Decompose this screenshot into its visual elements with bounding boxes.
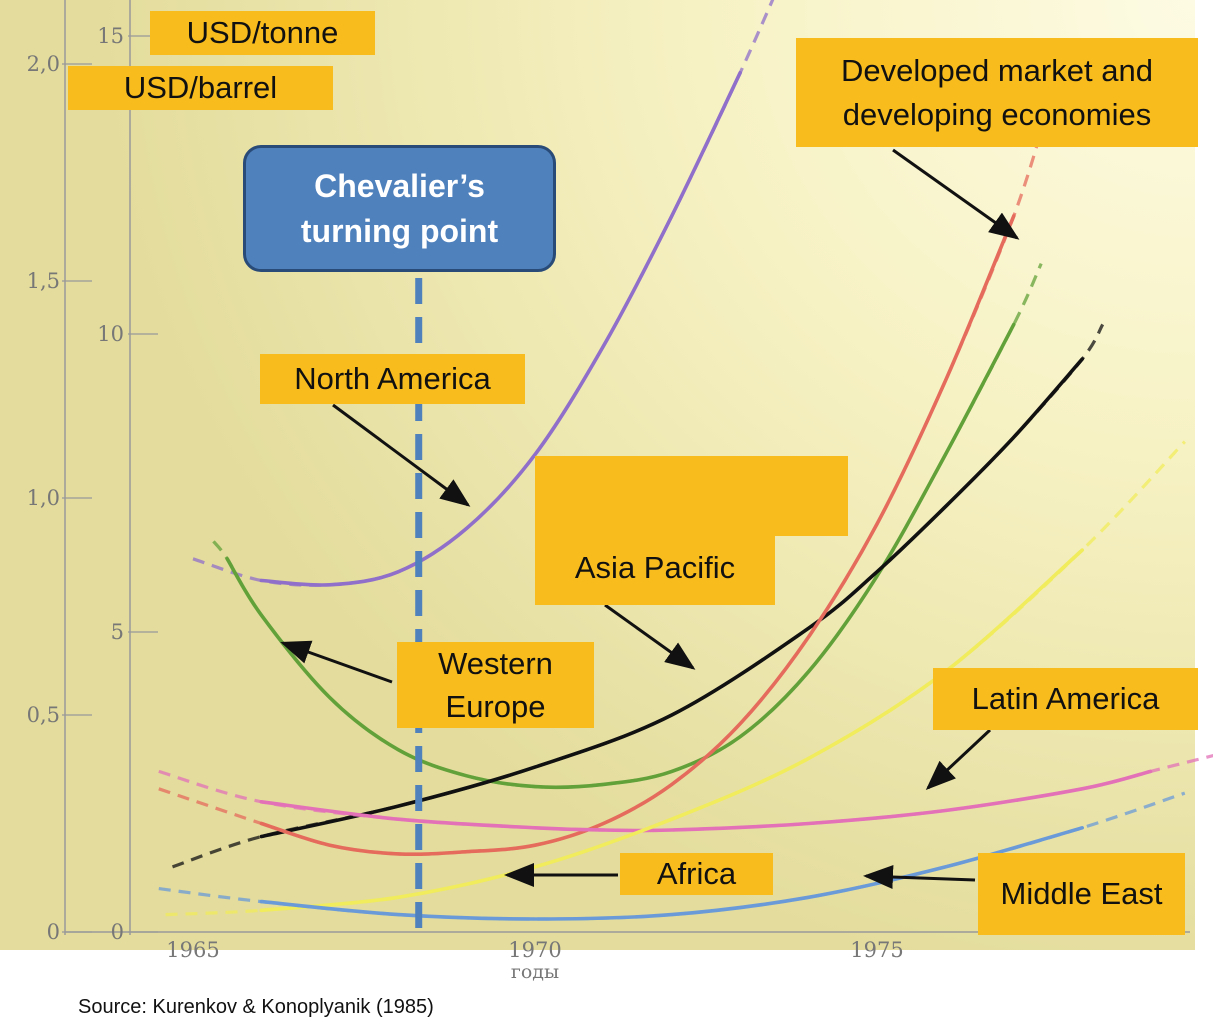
- y-tick-label-left: 2,0: [27, 52, 60, 76]
- label-box-asia-top: [535, 456, 848, 536]
- series-line-asia-pacific: [259, 357, 1084, 839]
- x-tick-label: 1970: [508, 938, 561, 962]
- label-usd-barrel: USD/barrel: [68, 66, 333, 110]
- label-middle-east: Middle East: [978, 853, 1185, 935]
- y-tick-label-right: 10: [97, 322, 124, 346]
- annotation-arrows: [280, 148, 1020, 889]
- y-tick-label-left: 1,5: [27, 269, 60, 293]
- x-axis-label: годы: [511, 961, 559, 983]
- label-north-america: North America: [260, 354, 525, 404]
- arrow-latin-america: [925, 728, 992, 791]
- label-asia-pacific: Asia Pacific: [535, 530, 775, 605]
- label-western-europe: Western Europe: [397, 642, 594, 728]
- turning-point-line1: Chevalier’s: [314, 167, 485, 204]
- arrow-western-europe: [280, 640, 393, 684]
- developed-line2: developing economies: [842, 96, 1152, 132]
- arrow-developed: [892, 148, 1020, 240]
- series-line-north-america: [259, 70, 742, 587]
- label-africa: Africa: [620, 853, 773, 895]
- source-citation: Source: Kurenkov & Konoplyanik (1985): [78, 996, 434, 1018]
- axis-ticks: 0 0,5 1,0 1,5 2,0 0 5 10 15 1965 1970 1975 годы: [27, 24, 904, 983]
- developed-line1: Developed market and: [841, 53, 1153, 89]
- label-developed-markets: Developed market and developing economie…: [796, 38, 1198, 147]
- turning-point-box: Chevalier’s turning point: [243, 145, 556, 272]
- series-line-western-europe: [225, 322, 1016, 790]
- series-line-latin-america: [259, 769, 1153, 833]
- series-line-developed-market-and-developing-economies: [259, 214, 1016, 857]
- arrow-middle-east: [863, 864, 976, 889]
- western-europe-line2: Europe: [445, 689, 546, 724]
- y-tick-label-right: 15: [97, 24, 124, 48]
- series-line-middle-east: [259, 826, 1084, 921]
- turning-point-line2: turning point: [300, 212, 499, 249]
- arrow-asia-pacific: [604, 603, 696, 670]
- arrow-north-america: [332, 403, 471, 507]
- y-tick-label-left: 1,0: [27, 486, 60, 510]
- label-usd-tonne: USD/tonne: [150, 11, 375, 55]
- western-europe-line1: Western: [438, 645, 553, 681]
- y-tick-label-left: 0,5: [27, 703, 60, 727]
- x-tick-label: 1975: [850, 938, 903, 962]
- y-tick-label-right: 5: [111, 620, 124, 644]
- label-latin-america: Latin America: [933, 668, 1198, 730]
- y-tick-label-left: 0: [47, 920, 60, 944]
- x-tick-label: 1965: [166, 938, 219, 962]
- y-tick-label-right: 0: [111, 920, 124, 944]
